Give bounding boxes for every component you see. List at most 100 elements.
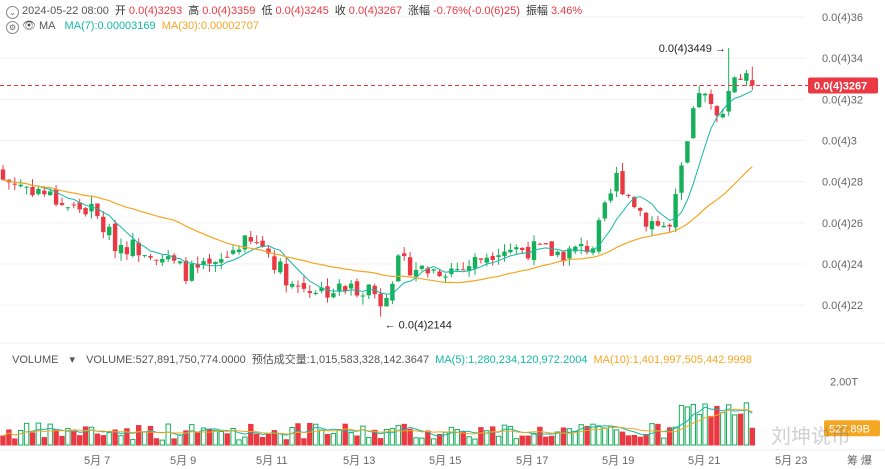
volume-bar — [242, 436, 248, 446]
price-tick-label: 0.0(4)28 — [822, 177, 863, 189]
x-tick-label: 5月 21 — [688, 455, 720, 467]
price-tick-label: 0.0(4)3 — [822, 135, 857, 147]
candle-body — [107, 226, 112, 236]
candle-body — [679, 165, 684, 193]
candle-body — [691, 108, 696, 139]
volume-bar — [655, 423, 661, 446]
candle-body — [24, 186, 29, 188]
settings-icon[interactable]: ⚙ — [6, 21, 19, 34]
volume-bar — [254, 433, 260, 446]
volume-bar — [543, 436, 549, 446]
volume-bar — [625, 435, 632, 446]
candle-body — [136, 242, 141, 256]
dropdown-icon[interactable]: ▾ — [69, 354, 75, 366]
volume-bar — [41, 437, 47, 446]
volume-bar — [159, 439, 166, 446]
current-price-label: 0.0(4)3267 — [814, 81, 867, 93]
candle-body — [396, 255, 401, 282]
candle-body — [112, 223, 118, 252]
price-tick-label: 0.0(4)22 — [822, 300, 863, 312]
volume-bar — [12, 438, 18, 446]
volume-bar — [596, 425, 602, 446]
candle-body — [413, 270, 419, 277]
volume-bar — [100, 435, 106, 446]
volume-bar — [549, 435, 555, 446]
candle-body — [738, 78, 743, 80]
high-label: 高 — [188, 5, 200, 17]
low-value: 0.0(4)3245 — [275, 5, 329, 17]
volume-bar — [124, 428, 130, 446]
volume-bar — [513, 438, 519, 446]
candle-body — [160, 258, 165, 263]
volume-header: VOLUME ▾ VOLUME:527,891,750,774.0000 预估成交… — [12, 351, 755, 367]
volume-bar — [183, 430, 189, 446]
volume-bar — [395, 425, 402, 446]
volume-bar — [401, 423, 407, 446]
volume-bar — [230, 427, 236, 446]
volume-bar — [413, 437, 419, 446]
price-tick-label: 0.0(4)32 — [822, 94, 863, 106]
candle-body — [514, 247, 519, 250]
candle-body — [260, 240, 265, 248]
low-label: 低 — [261, 5, 273, 17]
candle-body — [284, 263, 289, 286]
candle-body — [520, 247, 525, 250]
candle-body — [53, 189, 59, 205]
volume-bar — [0, 435, 6, 446]
volume-bar — [572, 430, 578, 446]
candle-body — [71, 204, 76, 206]
extra-legend: 筹 爆 — [847, 453, 872, 467]
volume-bar — [218, 431, 225, 446]
close-value: 0.0(4)3267 — [348, 5, 402, 17]
x-tick-label: 5月 7 — [84, 455, 110, 467]
volume-bar — [348, 432, 354, 446]
volume-ma10: MA(10):1,401,997,505,442.9998 — [593, 354, 752, 366]
candle-body — [354, 281, 360, 296]
candle-body — [431, 269, 436, 271]
volume-tick-label: 2.00T — [830, 377, 858, 389]
candle-body — [496, 255, 501, 258]
candle-body — [18, 184, 23, 187]
volume-bar — [77, 435, 83, 446]
candle-body — [502, 251, 507, 256]
volume-bar — [495, 435, 502, 446]
volume-bar — [23, 422, 30, 446]
current-volume-label: 527.89B — [829, 423, 870, 435]
candle-body — [0, 169, 6, 180]
volume-bar — [519, 435, 525, 446]
candle-body — [272, 256, 277, 270]
candle-body — [183, 260, 189, 281]
current-price-badge — [808, 77, 878, 94]
x-tick-label: 5月 11 — [256, 455, 288, 467]
current-volume-badge — [824, 420, 880, 437]
candle-body — [602, 202, 607, 219]
candle-body — [236, 249, 242, 253]
volume-bar — [490, 426, 496, 446]
price-tick-label: 0.0(4)34 — [822, 53, 863, 65]
ma-toggle[interactable]: 👁 MA — [22, 20, 58, 32]
volume-bar — [35, 422, 42, 446]
volume-bar — [53, 429, 59, 446]
change-value: -0.76%(-0.0(6)25) — [433, 5, 520, 17]
volume-bar — [342, 423, 348, 446]
candle-body — [685, 141, 690, 163]
candle-body — [390, 283, 395, 301]
volume-bar — [643, 434, 649, 446]
volume-bar — [531, 432, 537, 446]
candle-body — [714, 106, 720, 116]
candle-body — [148, 256, 153, 258]
volume-bar — [171, 438, 177, 446]
candle-body — [726, 90, 731, 112]
candle-body — [744, 73, 749, 81]
candle-body — [620, 171, 625, 195]
collapse-icon[interactable]: ⌄ — [6, 6, 19, 19]
volume-bar — [71, 431, 77, 446]
volume-bar — [566, 428, 573, 446]
candle-body — [248, 237, 253, 242]
candle-body — [455, 269, 460, 271]
candle-body — [242, 235, 248, 250]
volume-bar — [448, 426, 455, 446]
volume-bar — [313, 423, 319, 446]
x-tick-label: 5月 13 — [343, 455, 375, 467]
